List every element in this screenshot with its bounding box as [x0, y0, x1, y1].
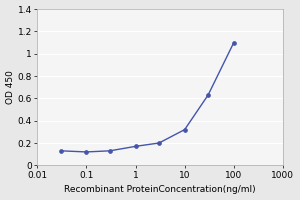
X-axis label: Recombinant ProteinConcentration(ng/ml): Recombinant ProteinConcentration(ng/ml) — [64, 185, 256, 194]
Y-axis label: OD 450: OD 450 — [6, 70, 15, 104]
